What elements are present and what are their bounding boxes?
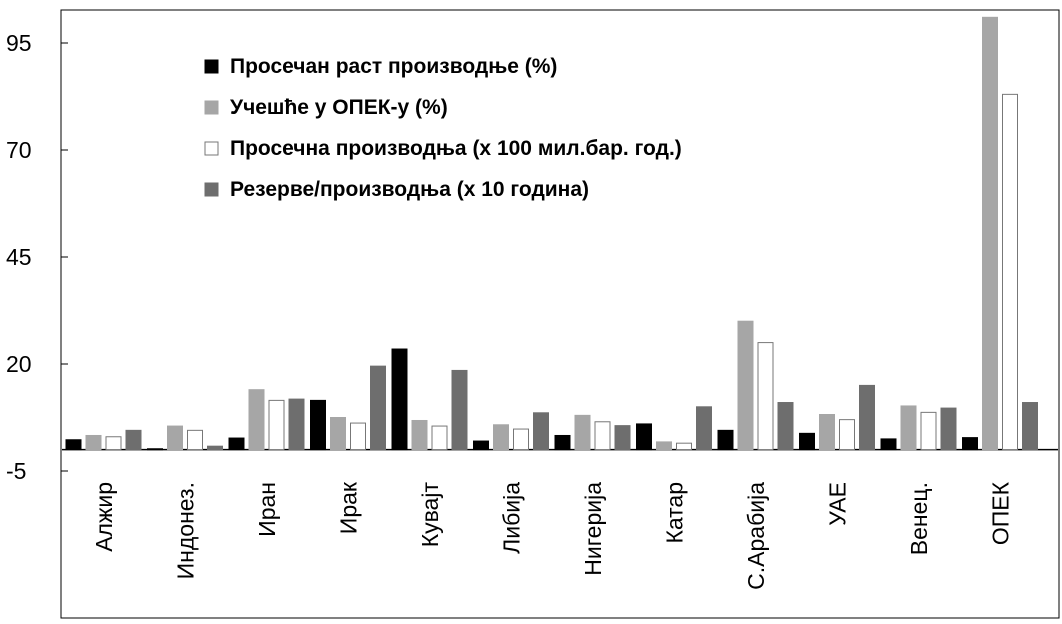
- bars-group: [65, 16, 1038, 451]
- category-label: Нигерија: [580, 482, 606, 576]
- bar-4: [125, 429, 142, 451]
- y-tick-label: 95: [6, 30, 32, 56]
- y-tick-label: 70: [6, 137, 32, 163]
- category-label: Индонез.: [173, 482, 199, 579]
- x-axis: Алжир Индонез. Иран Ирак Кувајт Либија Нигериј…: [91, 481, 1014, 590]
- bar-2: [167, 425, 183, 451]
- bar-1: [65, 439, 82, 451]
- y-tick-label: 20: [6, 351, 32, 377]
- bar-2: [493, 424, 509, 451]
- bar-3: [513, 428, 529, 451]
- bar-3: [350, 422, 366, 451]
- bar-4: [207, 445, 223, 451]
- category-label: Катар: [662, 482, 688, 544]
- bar-3: [1002, 93, 1018, 451]
- bar-3: [431, 425, 448, 451]
- category-label: ОПЕК: [988, 481, 1014, 545]
- bar-3: [594, 421, 611, 451]
- bar-3: [676, 442, 692, 451]
- category-label: С.Арабија: [743, 482, 769, 590]
- legend: Просечан раст производње (%) Учешће у ОПЕ…: [204, 55, 682, 201]
- bar-4: [614, 425, 631, 451]
- legend-label: Просечна производња (x 100 мил.бар. год.…: [230, 137, 682, 160]
- bar-2: [411, 419, 428, 451]
- bar-2: [248, 389, 265, 451]
- bar-3: [757, 342, 774, 451]
- legend-swatch: [204, 182, 219, 197]
- bar-2: [656, 441, 672, 451]
- bar-1: [310, 399, 326, 451]
- bar-3: [920, 411, 937, 451]
- legend-label: Учешће у ОПЕК-у (%): [230, 96, 448, 119]
- y-axis: 95 70 45 20 -5: [6, 30, 68, 484]
- bar-4: [288, 398, 305, 451]
- bar-4: [940, 407, 957, 451]
- bar-2: [574, 414, 591, 451]
- bar-4: [451, 369, 468, 451]
- bar-2: [982, 16, 998, 451]
- bar-2: [737, 320, 754, 451]
- legend-swatch: [204, 100, 219, 115]
- bar-2: [330, 417, 346, 451]
- y-tick-label: 45: [6, 244, 32, 270]
- bar-1: [880, 438, 897, 451]
- bar-2: [85, 434, 102, 451]
- category-label: Кувајт: [417, 482, 443, 548]
- bar-4: [370, 365, 386, 451]
- bar-4: [1022, 402, 1038, 451]
- bar-3: [839, 419, 855, 451]
- bar-1: [147, 448, 163, 451]
- bar-1: [799, 432, 815, 451]
- category-label: Иран: [254, 482, 280, 537]
- bar-1: [473, 440, 489, 451]
- bar-3: [268, 399, 285, 451]
- category-label: Алжир: [91, 482, 117, 552]
- bar-3: [105, 436, 122, 451]
- bar-1: [717, 429, 734, 451]
- category-label: Либија: [499, 482, 525, 554]
- bar-2: [900, 405, 917, 451]
- category-label: Венец.: [906, 482, 932, 555]
- y-tick-label: -5: [6, 458, 26, 484]
- legend-label: Резерве/производња (x 10 година): [230, 178, 589, 201]
- bar-2: [819, 414, 835, 451]
- bar-1: [228, 437, 245, 451]
- bar-4: [859, 384, 875, 451]
- bar-4: [533, 412, 549, 451]
- bar-4: [696, 406, 712, 451]
- bar-3: [187, 429, 203, 451]
- bar-1: [391, 348, 408, 451]
- category-label: УАЕ: [825, 482, 851, 526]
- bar-4: [777, 402, 794, 451]
- legend-swatch: [204, 59, 219, 74]
- legend-swatch: [204, 141, 219, 156]
- plot-frame: [60, 9, 1060, 619]
- bar-1: [636, 423, 652, 451]
- category-label: Ирак: [336, 481, 362, 534]
- bar-1: [554, 434, 571, 451]
- bar-1: [962, 437, 978, 451]
- legend-label: Просечан раст производње (%): [230, 55, 557, 78]
